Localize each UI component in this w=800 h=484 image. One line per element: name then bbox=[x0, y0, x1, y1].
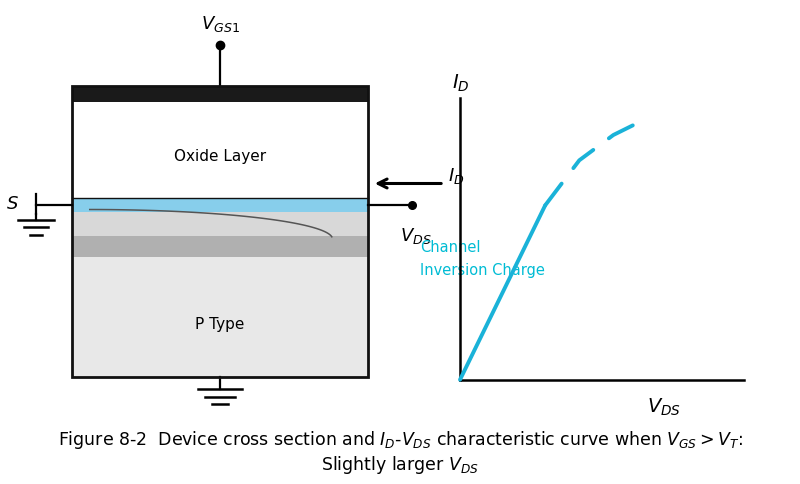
Text: $I_D$: $I_D$ bbox=[452, 72, 470, 93]
Text: Figure 8-2  Device cross section and $I_D$-$V_{DS}$ characteristic curve when $V: Figure 8-2 Device cross section and $I_D… bbox=[58, 428, 742, 451]
Text: $I_D$: $I_D$ bbox=[448, 166, 464, 185]
Bar bbox=[72, 237, 368, 257]
Bar bbox=[72, 87, 368, 378]
Bar bbox=[72, 199, 368, 237]
Text: Slightly larger $V_{DS}$: Slightly larger $V_{DS}$ bbox=[321, 453, 479, 475]
Text: $S$: $S$ bbox=[6, 195, 18, 212]
Bar bbox=[72, 87, 368, 103]
Text: Channel: Channel bbox=[420, 239, 481, 254]
Text: Inversion Charge: Inversion Charge bbox=[420, 262, 545, 277]
Text: P Type: P Type bbox=[195, 316, 245, 331]
Text: $V_{DS}$: $V_{DS}$ bbox=[647, 396, 682, 417]
Bar bbox=[72, 87, 368, 378]
Text: $V_{GS1}$: $V_{GS1}$ bbox=[201, 14, 239, 34]
Bar bbox=[72, 199, 368, 213]
Text: $V_{DS}$: $V_{DS}$ bbox=[400, 226, 432, 246]
Bar bbox=[72, 103, 368, 199]
Text: Oxide Layer: Oxide Layer bbox=[174, 148, 266, 163]
